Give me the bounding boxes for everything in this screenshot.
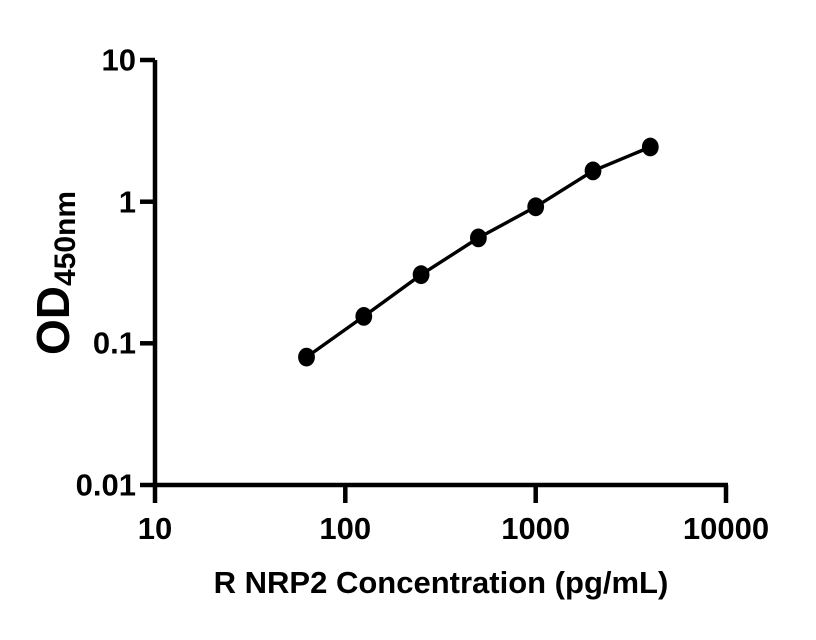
data-point-marker xyxy=(298,347,315,367)
data-point-marker xyxy=(412,265,430,285)
data-point-marker xyxy=(641,137,659,157)
standard-curve-line xyxy=(305,145,651,359)
x-axis-title: R NRP2 Concentration (pg/mL) xyxy=(213,565,669,600)
data-point-marker xyxy=(584,161,602,181)
x-tick-label: 10000 xyxy=(682,511,770,546)
y-axis-title-subscript: 450nm xyxy=(49,190,82,287)
y-axis-title-main: OD xyxy=(27,286,79,356)
y-tick-label: 10 xyxy=(101,42,136,78)
y-tick-label: 0.1 xyxy=(92,325,136,361)
y-tick-label: 1 xyxy=(118,184,136,220)
data-point-marker xyxy=(355,307,373,326)
x-tick-label: 10 xyxy=(137,511,173,546)
x-tick-label: 1000 xyxy=(501,511,571,546)
data-point-marker xyxy=(470,228,487,248)
y-axis-title: OD 450nm xyxy=(27,183,82,363)
x-tick-label: 100 xyxy=(319,511,372,546)
data-point-marker xyxy=(527,197,545,217)
y-tick-label: 0.01 xyxy=(75,467,136,503)
